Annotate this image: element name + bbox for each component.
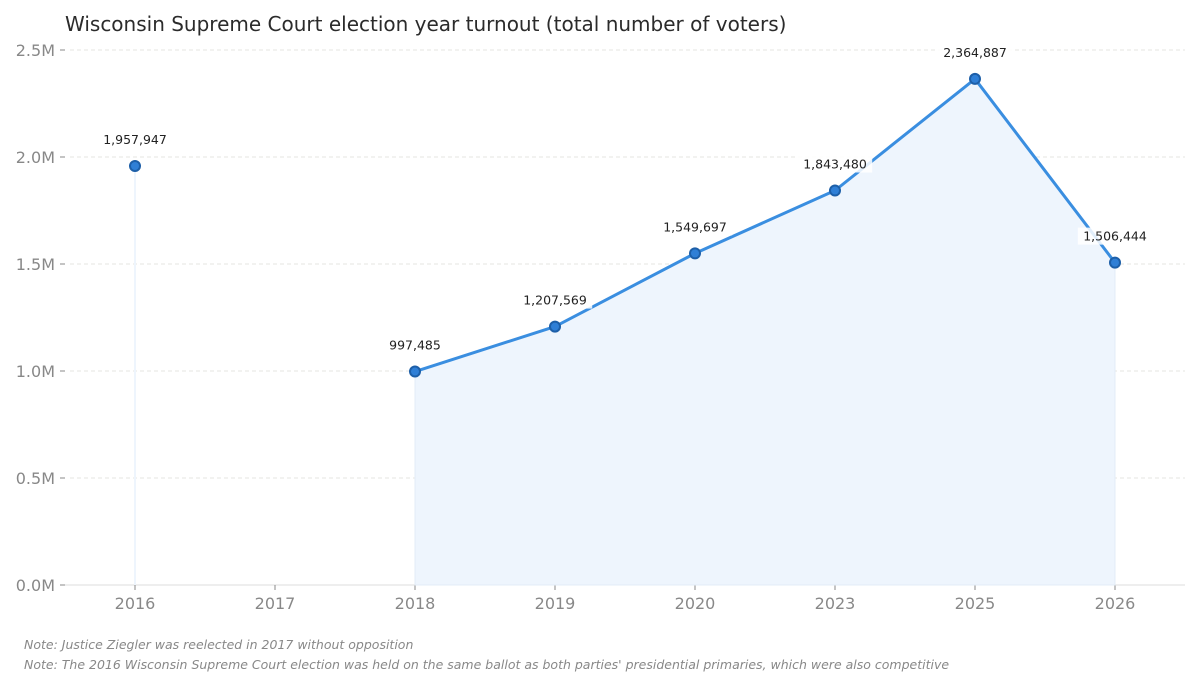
y-tick-label: 1.0M: [16, 362, 55, 381]
note-1: Note: Justice Ziegler was reelected in 2…: [24, 637, 414, 652]
data-label: 1,506,444: [1083, 229, 1147, 244]
data-point: [129, 159, 141, 172]
series-line: [414, 77, 1117, 373]
data-label-bg: [517, 291, 593, 309]
data-label-bg: [385, 336, 445, 354]
data-label: 1,957,947: [103, 132, 167, 147]
x-tick-label: 2020: [675, 594, 716, 613]
x-tick-label: 2025: [955, 594, 996, 613]
x-tick-label: 2023: [815, 594, 856, 613]
y-tick-label: 1.5M: [16, 255, 55, 274]
y-tick-label: 2.5M: [16, 41, 55, 60]
data-label-bg: [657, 218, 733, 236]
area-fill: [414, 78, 1116, 586]
x-tick-label: 2018: [395, 594, 436, 613]
data-point: [969, 72, 981, 85]
y-tick-label: 2.0M: [16, 148, 55, 167]
data-label: 1,549,697: [663, 219, 727, 234]
data-label: 1,843,480: [803, 156, 867, 171]
data-point: [409, 365, 421, 378]
data-label-bg: [97, 130, 173, 148]
chart-title: Wisconsin Supreme Court election year tu…: [65, 12, 787, 36]
data-label-bg: [797, 155, 873, 173]
data-point: [689, 247, 701, 260]
data-label: 997,485: [389, 338, 441, 353]
data-label: 1,207,569: [523, 293, 587, 308]
y-tick-label: 0.0M: [16, 576, 55, 595]
data-label: 2,364,887: [943, 45, 1007, 60]
data-point: [1109, 256, 1121, 269]
note-2: Note: The 2016 Wisconsin Supreme Court e…: [24, 657, 950, 672]
data-point: [549, 320, 561, 333]
x-tick-label: 2019: [535, 594, 576, 613]
data-point: [829, 184, 841, 197]
data-label-bg: [1077, 227, 1153, 245]
data-label-bg: [937, 43, 1013, 61]
y-tick-label: 0.5M: [16, 469, 55, 488]
x-tick-label: 2016: [115, 594, 156, 613]
x-tick-label: 2026: [1095, 594, 1136, 613]
x-tick-label: 2017: [255, 594, 296, 613]
